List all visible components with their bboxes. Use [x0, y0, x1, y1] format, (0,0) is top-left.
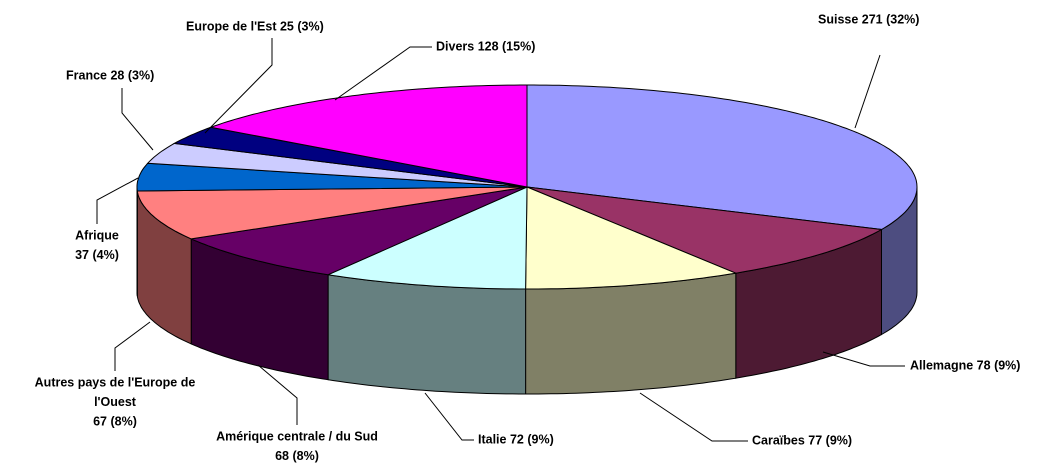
pie-slice: [189, 186, 528, 276]
leader-line: [204, 38, 273, 134]
leader-line: [96, 177, 139, 224]
data-label: 68 (8%): [275, 449, 319, 463]
leader-line: [424, 392, 474, 441]
pie-side: [525, 272, 737, 395]
leader-line: [121, 88, 154, 151]
pie-slice: [172, 126, 528, 188]
data-label: Afrique: [75, 228, 119, 242]
data-label: 67 (8%): [93, 414, 137, 428]
data-label: l'Ouest: [94, 395, 137, 409]
pie-slice: [146, 142, 528, 188]
data-label: Suisse 271 (32%): [818, 12, 919, 26]
pie-slice: [136, 186, 528, 240]
pie-slice: [526, 84, 918, 231]
data-label: Allemagne 78 (9%): [910, 358, 1020, 372]
leader-line: [257, 364, 298, 425]
data-label: Amérique centrale / du Sud: [216, 429, 378, 443]
data-label: Italie 72 (9%): [478, 432, 554, 446]
data-label: Europe de l'Est 25 (3%): [186, 19, 324, 33]
leader-line: [639, 392, 748, 442]
pie-slice: [326, 186, 528, 290]
pie-slice: [525, 186, 738, 290]
data-label: Divers 128 (15%): [436, 39, 535, 53]
data-label: France 28 (3%): [66, 68, 154, 82]
data-label: Autres pays de l'Europe de: [35, 375, 196, 389]
pie-side: [327, 274, 527, 395]
leader-line: [334, 46, 432, 101]
pie-slice: [526, 186, 884, 274]
data-label: 37 (4%): [75, 248, 119, 262]
leader-line: [114, 321, 151, 371]
pie-slice: [136, 162, 528, 192]
data-label: Caraïbes 77 (9%): [752, 433, 852, 447]
leader-line: [822, 351, 905, 367]
pie-slice: [209, 84, 528, 188]
leader-line: [854, 54, 881, 129]
